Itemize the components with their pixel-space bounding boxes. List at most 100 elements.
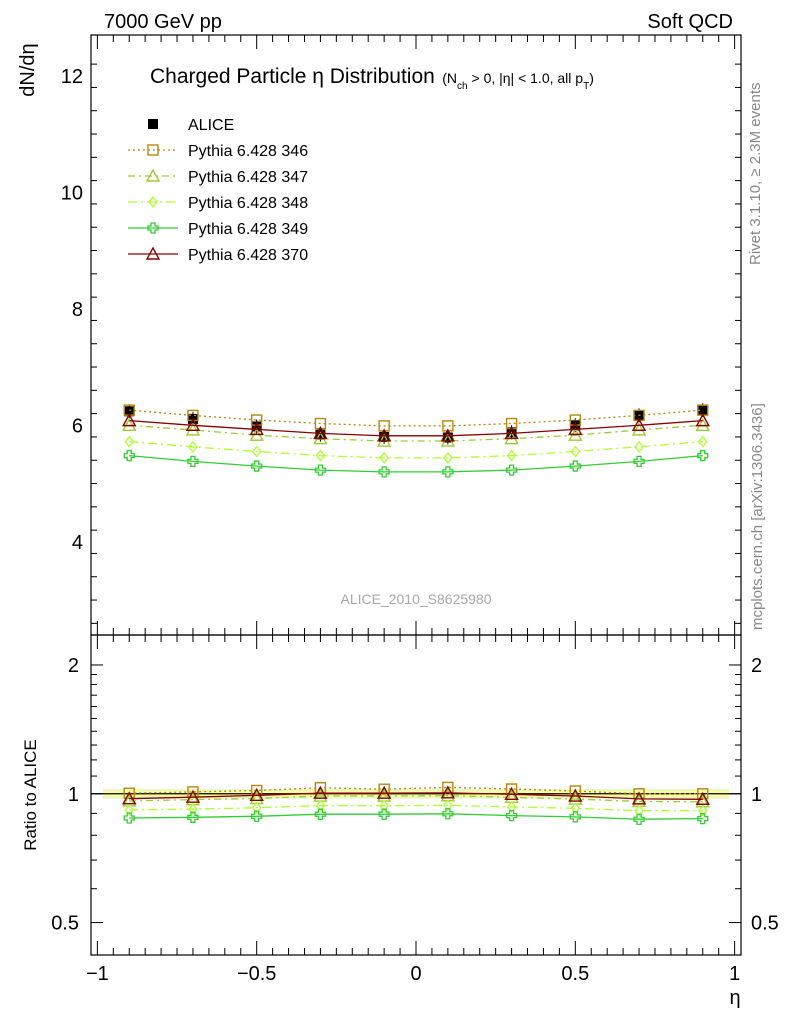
- ratio-data-point-5: [568, 788, 583, 802]
- main-data-point-3: [188, 440, 198, 453]
- main-data-point-3: [570, 445, 581, 458]
- y-tick-label: 6: [72, 415, 83, 437]
- main-series-line-4: [129, 454, 703, 473]
- x-tick-label: 0.5: [561, 963, 589, 985]
- main-data-point-0: [251, 421, 262, 432]
- ratio-y-tick-label: 1: [68, 784, 79, 806]
- ratio-data-point-5: [695, 791, 710, 805]
- ratio-series-line-2: [129, 795, 703, 803]
- ratio-panel: 0.5 0.5 1 1 2 2 −1 −0.5 0 0.5 1 Ratio to ALICE η: [21, 634, 779, 1009]
- x-tick-label: −1: [86, 963, 109, 985]
- main-data-point-4: [378, 466, 390, 478]
- legend-label-2: Pythia 6.428 347: [188, 169, 308, 186]
- main-data-point-5: [185, 417, 201, 431]
- ratio-data-point-4: [505, 810, 518, 822]
- ratio-y-tick-label: 2: [68, 655, 79, 677]
- y-tick-label: 4: [72, 532, 83, 554]
- main-data-point-4: [569, 460, 581, 472]
- main-data-point-4: [442, 466, 454, 478]
- y-axis-label: dN/dη: [17, 43, 39, 96]
- main-data-point-3: [251, 445, 262, 458]
- ratio-data-point-4: [187, 811, 199, 823]
- main-data-point-1: [569, 414, 582, 426]
- ratio-data-point-5: [504, 786, 519, 801]
- ratio-data-point-5: [122, 791, 137, 805]
- chart-title-sub: (Nch > 0, |η| < 1.0, all pT): [442, 70, 594, 92]
- ratio-data-point-4: [697, 812, 709, 825]
- ratio-data-point-4: [314, 808, 327, 820]
- ratio-data-point-4: [251, 810, 263, 822]
- main-data-point-4: [123, 449, 135, 462]
- main-series-line-3: [129, 440, 703, 459]
- main-data-point-3: [443, 451, 453, 464]
- main-data-point-3: [315, 449, 326, 462]
- ratio-data-point-3: [697, 804, 708, 817]
- main-data-point-0: [315, 429, 326, 440]
- main-data-point-5: [313, 425, 328, 440]
- ratio-data-point-3: [124, 803, 135, 816]
- main-data-point-5: [249, 421, 264, 436]
- main-data-point-4: [697, 449, 709, 462]
- x-tick-label: −0.5: [237, 963, 276, 985]
- ratio-data-point-3: [634, 804, 644, 817]
- main-data-point-0: [124, 406, 135, 417]
- legend-label-5: Pythia 6.428 370: [188, 247, 308, 264]
- main-data-point-5: [504, 425, 519, 440]
- ratio-data-point-1: [378, 783, 390, 795]
- ratio-y-tick-label: 0.5: [51, 913, 79, 935]
- legend-marker: [147, 222, 159, 234]
- main-data-point-3: [506, 449, 517, 462]
- main-data-point-0: [442, 432, 453, 443]
- ratio-y-axis-label: Ratio to ALICE: [21, 739, 40, 851]
- ratio-data-point-5: [185, 789, 201, 803]
- x-tick-label: 1: [729, 963, 740, 985]
- ratio-series-line-3: [129, 804, 703, 812]
- ratio-data-point-3: [443, 799, 453, 812]
- legend-marker: [148, 119, 158, 129]
- ratio-data-point-5: [249, 787, 264, 801]
- main-panel: 4 6 8 10 12 dN/dη Charged Particle η Distrib…: [17, 34, 742, 636]
- main-data-point-4: [505, 464, 518, 476]
- ratio-data-point-3: [506, 800, 517, 813]
- legend-label-3: Pythia 6.428 348: [188, 195, 308, 212]
- chart-title-main: Charged Particle η Distribution: [150, 65, 435, 88]
- main-series-line-5: [129, 419, 703, 437]
- main-data-point-3: [697, 435, 708, 448]
- mcplots-label: mcplots.cern.ch [arXiv:1306.3436]: [749, 403, 766, 630]
- x-tick-label: 0: [410, 963, 421, 985]
- legend-label-4: Pythia 6.428 349: [188, 221, 308, 238]
- legend-label-1: Pythia 6.428 346: [188, 143, 308, 160]
- ratio-panel-frame: [90, 634, 742, 956]
- ratio-data-point-5: [376, 785, 392, 799]
- main-series-line-2: [129, 424, 703, 442]
- main-data-point-0: [697, 405, 708, 416]
- ratio-series-line-4: [129, 813, 703, 820]
- y-tick-label: 10: [61, 182, 83, 204]
- main-data-point-2: [631, 422, 647, 436]
- ratio-data-point-2: [695, 794, 710, 808]
- ratio-data-point-5: [631, 791, 647, 805]
- main-data-point-5: [695, 413, 710, 427]
- main-data-point-5: [568, 421, 583, 436]
- ratio-data-point-3: [570, 802, 581, 815]
- main-data-point-2: [695, 417, 710, 431]
- main-data-point-4: [633, 455, 645, 468]
- ratio-y-tick-label-right: 2: [751, 655, 762, 677]
- watermark: ALICE_2010_S8625980: [340, 591, 491, 607]
- ratio-data-point-3: [315, 799, 326, 812]
- main-data-point-3: [124, 435, 135, 448]
- main-data-point-4: [314, 464, 327, 476]
- ratio-data-point-4: [378, 808, 390, 820]
- main-series-line-1: [129, 409, 703, 427]
- ratio-data-point-3: [379, 799, 389, 812]
- legend-marker: [145, 246, 161, 260]
- legend-label-0: ALICE: [188, 117, 234, 134]
- legend-marker: [147, 144, 159, 156]
- energy-label: 7000 GeV pp: [104, 11, 222, 33]
- rivet-version-label: Rivet 3.1.10, ≥ 2.3M events: [747, 83, 764, 266]
- y-tick-label: 12: [61, 66, 83, 88]
- legend-marker: [148, 195, 158, 209]
- main-data-point-1: [250, 414, 263, 426]
- main-data-point-5: [440, 428, 456, 442]
